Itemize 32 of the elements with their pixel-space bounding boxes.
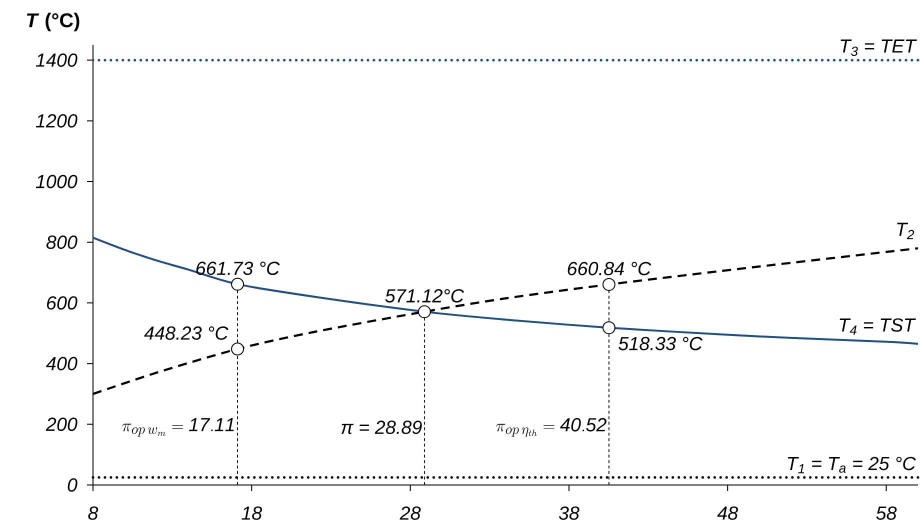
ref-line-label: $\pi_{op\,w_m} = \mathit{17.11}$ xyxy=(122,418,234,437)
y-tick-label: 0 xyxy=(68,478,78,492)
y-tick-label: 200 xyxy=(46,418,78,432)
series-label: T$_{4}$ = TST xyxy=(840,318,916,335)
point xyxy=(418,305,431,318)
y-tick-label: 600 xyxy=(47,296,78,310)
series-label: T$_{2}$ xyxy=(897,222,914,240)
point xyxy=(231,342,244,356)
ref-line-label: $\pi_{op\,\eta_{th}} = \mathit{40.52}$ xyxy=(496,418,606,437)
y-tick-label: 1000 xyxy=(36,174,78,188)
x-tick-label: 48 xyxy=(717,506,738,520)
ref-line-label: π = 28.89 xyxy=(341,420,422,434)
point xyxy=(602,321,616,334)
ref-line-label: T$_{1}$ = T$_{a}$ = 25 °C xyxy=(788,456,916,474)
x-tick-label: 38 xyxy=(558,506,580,520)
data-label: 448.23 °C xyxy=(144,326,228,340)
y-tick-label: 400 xyxy=(46,356,78,370)
point xyxy=(231,278,244,291)
data-label: 660.84 °C xyxy=(568,262,652,276)
data-label: 518.33 °C xyxy=(618,336,703,350)
data-label: 661.73 °C xyxy=(196,262,280,276)
y-axis-title: T (°C) xyxy=(26,12,80,32)
data-label: 571.12°C xyxy=(385,289,464,303)
y-tick-label: 800 xyxy=(46,236,78,249)
x-tick-label: 58 xyxy=(876,506,897,520)
y-tick-label: 1400 xyxy=(36,53,78,67)
x-tick-label: 8 xyxy=(88,506,98,520)
x-tick-label: 28 xyxy=(400,506,421,520)
point xyxy=(602,278,616,291)
x-tick-label: 18 xyxy=(242,506,262,520)
ref-line-label: T$_{3}$ = TET xyxy=(840,40,917,56)
y-tick-label: 1200 xyxy=(36,114,78,128)
